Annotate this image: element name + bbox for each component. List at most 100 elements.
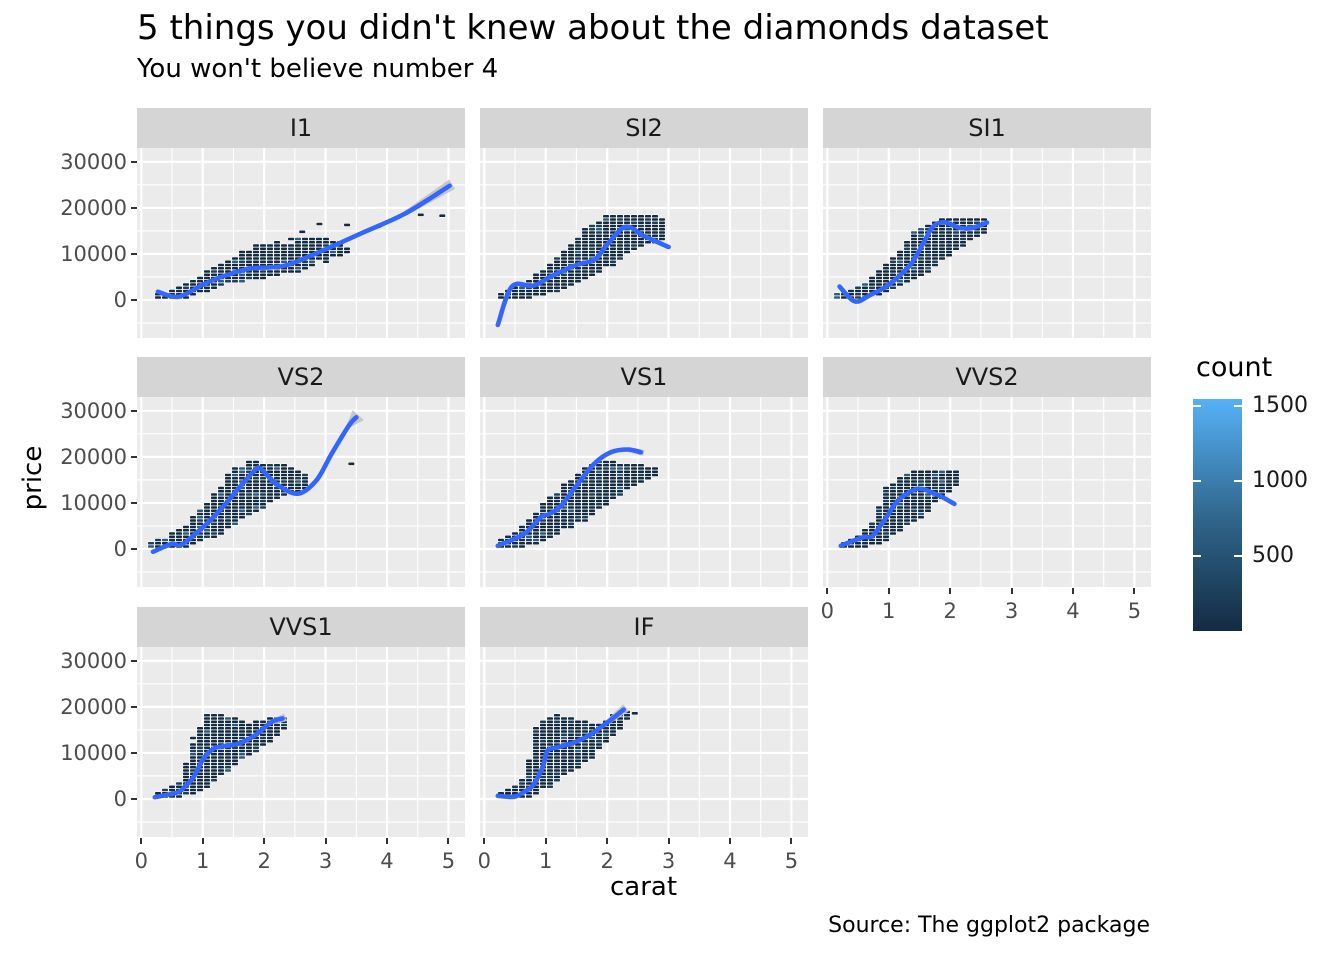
- smooth-line: [838, 486, 957, 549]
- x-axis-tick-label: 2: [600, 849, 614, 873]
- x-axis-tick: [667, 838, 670, 844]
- y-axis-tick-label: 10000: [60, 740, 127, 765]
- x-axis-tick: [1133, 588, 1136, 594]
- x-axis-tick-label: 0: [820, 599, 834, 623]
- facet-panel-SI2: [480, 148, 808, 338]
- x-axis-tick: [140, 838, 143, 844]
- y-axis-title: price: [18, 445, 48, 511]
- y-axis-tick: [131, 501, 137, 504]
- x-axis-tick: [949, 588, 952, 594]
- x-axis-tick-label: 1: [539, 849, 553, 873]
- y-axis-tick-label: 20000: [60, 694, 127, 719]
- x-axis-tick-label: 3: [318, 849, 333, 873]
- x-axis-tick-label: 1: [882, 599, 896, 623]
- facet-strip-VS1: VS1: [480, 357, 808, 397]
- x-axis-tick: [447, 838, 450, 844]
- x-axis-tick-label: 5: [784, 849, 799, 873]
- binned-points: [497, 460, 659, 549]
- x-axis-tick-label: 4: [723, 849, 737, 873]
- smooth-line: [495, 224, 671, 328]
- facet-panel-VVS2: [823, 397, 1151, 587]
- binned-points: [497, 214, 666, 300]
- facet-strip-IF: IF: [480, 607, 808, 647]
- facet-panel-I1: [137, 148, 465, 338]
- facet-panel-VS2: [137, 397, 465, 587]
- y-axis-tick: [131, 659, 137, 662]
- y-axis-tick-label: 30000: [60, 149, 127, 174]
- y-axis-tick: [131, 299, 137, 301]
- y-axis-tick-label: 10000: [60, 241, 127, 266]
- legend-tick-mark: [1193, 480, 1201, 483]
- facet-strip-label: VVS2: [955, 363, 1019, 391]
- legend-tick-mark: [1193, 405, 1201, 408]
- legend-tick-mark: [1234, 480, 1242, 483]
- legend-tick-label: 1500: [1252, 393, 1308, 419]
- y-axis-tick-label: 20000: [60, 195, 127, 220]
- chart-subtitle: You won't believe number 4: [137, 54, 499, 84]
- x-axis-title: carat: [609, 872, 678, 902]
- legend-colorbar: [1193, 399, 1242, 631]
- y-axis-tick-label: 0: [113, 787, 127, 811]
- x-axis-tick-label: 5: [441, 849, 456, 873]
- y-axis-tick-label: 20000: [60, 444, 127, 469]
- y-axis-tick: [131, 409, 137, 412]
- x-axis-tick-label: 0: [134, 849, 148, 873]
- x-axis-tick-label: 4: [380, 849, 394, 873]
- x-axis-tick: [1010, 588, 1013, 594]
- legend-tick-mark: [1193, 555, 1201, 558]
- y-axis-tick-label: 0: [113, 288, 127, 312]
- x-axis-tick: [826, 588, 829, 594]
- x-axis-tick: [887, 588, 890, 594]
- facet-strip-SI1: SI1: [823, 108, 1151, 148]
- facet-strip-label: SI2: [625, 114, 663, 142]
- facet-strip-label: IF: [633, 613, 655, 641]
- x-axis-tick: [263, 838, 266, 844]
- y-axis-tick: [131, 160, 137, 163]
- x-axis-tick: [790, 838, 793, 844]
- facet-panel-IF: [480, 647, 808, 837]
- x-axis-tick: [544, 838, 547, 844]
- x-axis-tick: [483, 838, 486, 844]
- facet-panel-VS1: [480, 397, 808, 587]
- smooth-line: [495, 447, 644, 549]
- x-axis-tick: [606, 838, 609, 844]
- y-axis-tick-label: 10000: [60, 490, 127, 515]
- facet-strip-VS2: VS2: [137, 357, 465, 397]
- facet-panel-SI1: [823, 148, 1151, 338]
- chart-title: 5 things you didn't knew about the diamo…: [137, 8, 1049, 48]
- x-axis-tick-label: 5: [1127, 599, 1142, 623]
- smooth-line: [155, 183, 452, 300]
- x-axis-tick-label: 3: [661, 849, 676, 873]
- x-axis-tick-label: 2: [943, 599, 957, 623]
- x-axis-tick: [201, 838, 204, 844]
- y-axis-tick: [131, 751, 137, 754]
- x-axis-tick: [324, 838, 327, 844]
- legend-title: count: [1196, 352, 1273, 383]
- x-axis-tick: [728, 838, 731, 844]
- facet-strip-VVS2: VVS2: [823, 357, 1151, 397]
- y-axis-tick: [131, 206, 137, 209]
- x-axis-tick: [385, 838, 388, 844]
- smooth-line: [837, 219, 990, 304]
- caption: Source: The ggplot2 package: [828, 913, 1150, 938]
- y-axis-tick-label: 30000: [60, 648, 127, 673]
- legend-tick-label: 500: [1252, 543, 1294, 569]
- y-axis-tick-label: 30000: [60, 398, 127, 423]
- x-axis-tick: [1071, 588, 1074, 594]
- smooth-line: [152, 716, 285, 800]
- y-axis-tick: [131, 798, 137, 800]
- x-axis-tick-label: 3: [1004, 599, 1019, 623]
- facet-strip-label: SI1: [968, 114, 1006, 142]
- facet-strip-VVS1: VVS1: [137, 607, 465, 647]
- facet-strip-label: VS2: [277, 363, 325, 391]
- y-axis-tick: [131, 252, 137, 255]
- facet-panel-VVS1: [137, 647, 465, 837]
- x-axis-tick-label: 4: [1066, 599, 1080, 623]
- legend-tick-label: 1000: [1252, 468, 1308, 494]
- y-axis-tick: [131, 705, 137, 708]
- legend-tick-mark: [1234, 555, 1242, 558]
- x-axis-tick-label: 1: [196, 849, 210, 873]
- smooth-line: [495, 707, 626, 800]
- y-axis-tick-label: 0: [113, 537, 127, 561]
